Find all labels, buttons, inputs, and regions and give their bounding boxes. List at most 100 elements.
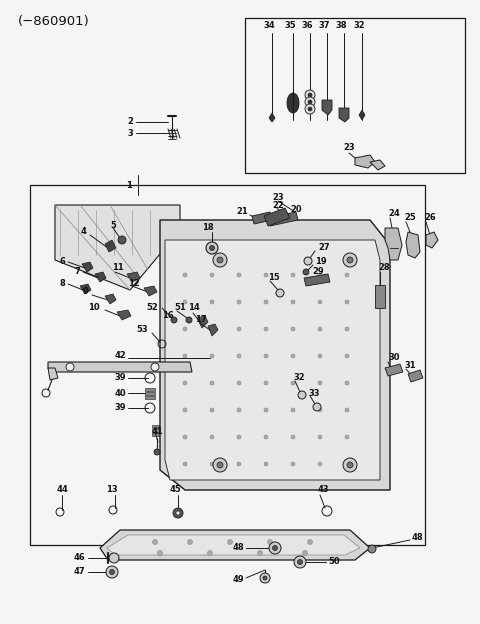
Circle shape (210, 408, 214, 412)
Circle shape (298, 391, 306, 399)
Polygon shape (160, 220, 390, 490)
Text: 50: 50 (328, 557, 340, 567)
Circle shape (217, 462, 223, 468)
Circle shape (210, 354, 214, 358)
Text: 23: 23 (343, 144, 355, 152)
Polygon shape (80, 284, 91, 294)
Text: (−860901): (−860901) (18, 16, 90, 29)
Text: 20: 20 (290, 205, 301, 215)
Circle shape (213, 253, 227, 267)
Polygon shape (100, 530, 370, 560)
Polygon shape (55, 205, 180, 290)
Circle shape (237, 354, 241, 358)
Polygon shape (269, 113, 275, 122)
Circle shape (118, 236, 126, 244)
Circle shape (171, 317, 177, 323)
Polygon shape (48, 368, 58, 380)
Text: 24: 24 (388, 208, 400, 218)
Text: 10: 10 (88, 303, 100, 313)
Circle shape (237, 462, 241, 466)
Polygon shape (95, 272, 106, 282)
Polygon shape (264, 208, 290, 226)
Circle shape (210, 273, 214, 277)
Circle shape (183, 462, 187, 466)
Circle shape (318, 354, 322, 358)
Circle shape (294, 556, 306, 568)
Text: 49: 49 (232, 575, 244, 585)
Circle shape (264, 300, 268, 304)
Circle shape (291, 381, 295, 385)
Polygon shape (268, 212, 298, 226)
Circle shape (228, 540, 232, 545)
Circle shape (188, 540, 192, 545)
Circle shape (109, 570, 115, 575)
Text: 39: 39 (115, 374, 126, 383)
Circle shape (267, 540, 273, 545)
Text: 15: 15 (268, 273, 280, 283)
Circle shape (173, 508, 183, 518)
Circle shape (305, 104, 315, 114)
Circle shape (318, 273, 322, 277)
Polygon shape (48, 362, 192, 372)
Circle shape (210, 435, 214, 439)
Circle shape (183, 408, 187, 412)
Text: 40: 40 (114, 389, 126, 397)
Text: 31: 31 (404, 361, 416, 369)
Circle shape (264, 354, 268, 358)
Polygon shape (408, 370, 423, 382)
Text: 3: 3 (127, 129, 133, 137)
Text: 35: 35 (284, 21, 296, 31)
Text: 32: 32 (353, 21, 365, 31)
Circle shape (183, 273, 187, 277)
Text: 23: 23 (272, 193, 284, 203)
Circle shape (237, 408, 241, 412)
Circle shape (308, 100, 312, 104)
Text: 25: 25 (404, 213, 416, 223)
Circle shape (345, 273, 349, 277)
Circle shape (368, 545, 376, 553)
Polygon shape (252, 212, 272, 224)
Text: 44: 44 (56, 485, 68, 494)
Text: 13: 13 (106, 485, 118, 494)
Circle shape (298, 560, 302, 565)
Circle shape (318, 381, 322, 385)
Text: 47: 47 (73, 567, 85, 577)
Text: 51: 51 (174, 303, 186, 313)
Circle shape (213, 458, 227, 472)
Circle shape (318, 327, 322, 331)
Circle shape (183, 354, 187, 358)
Text: 17: 17 (195, 316, 206, 324)
Circle shape (291, 273, 295, 277)
Circle shape (153, 540, 157, 545)
Circle shape (345, 435, 349, 439)
Text: 1: 1 (126, 180, 132, 190)
Polygon shape (208, 324, 218, 336)
Polygon shape (375, 285, 385, 308)
Circle shape (318, 462, 322, 466)
Circle shape (273, 545, 277, 550)
Circle shape (305, 90, 315, 100)
Circle shape (264, 462, 268, 466)
Circle shape (302, 550, 308, 555)
Polygon shape (165, 240, 380, 480)
Polygon shape (370, 160, 385, 170)
Text: 27: 27 (318, 243, 330, 253)
Circle shape (291, 327, 295, 331)
Circle shape (183, 300, 187, 304)
Polygon shape (144, 286, 157, 296)
Text: 46: 46 (73, 553, 85, 562)
Polygon shape (127, 272, 140, 282)
Bar (145, 392, 155, 395)
Bar (152, 429, 162, 432)
Circle shape (210, 327, 214, 331)
Circle shape (291, 408, 295, 412)
Circle shape (291, 300, 295, 304)
Circle shape (257, 550, 263, 555)
Circle shape (318, 435, 322, 439)
Text: 45: 45 (169, 485, 181, 494)
Circle shape (264, 435, 268, 439)
Text: 5: 5 (110, 220, 116, 230)
Text: 6: 6 (59, 258, 65, 266)
Circle shape (343, 253, 357, 267)
Polygon shape (355, 155, 375, 168)
